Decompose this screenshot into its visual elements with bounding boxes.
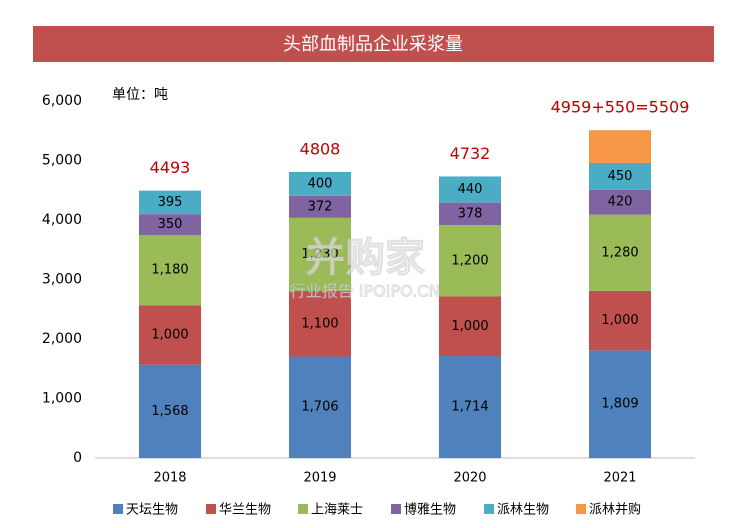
data-label: 1,809 xyxy=(601,397,638,412)
data-label: 1,000 xyxy=(151,327,188,342)
chart-title: 头部血制品企业采浆量 xyxy=(283,34,463,55)
bar-segment xyxy=(139,190,201,215)
data-label: 420 xyxy=(608,195,633,210)
data-label: 1,180 xyxy=(151,263,188,278)
x-tick-label: 2021 xyxy=(603,471,636,486)
data-label: 1,714 xyxy=(451,400,488,415)
legend-label: 华兰生物 xyxy=(219,503,271,518)
bar-segment xyxy=(139,364,201,458)
watermark-tagline: 行业报告 IPOIPO.CN xyxy=(290,282,441,301)
legend-label: 博雅生物 xyxy=(404,503,456,518)
legend-marker xyxy=(576,504,586,514)
bar-segment xyxy=(139,214,201,235)
total-label: 4732 xyxy=(450,144,491,163)
total-label: 4808 xyxy=(300,139,341,158)
bar-segment xyxy=(589,214,651,291)
y-tick-label: 6,000 xyxy=(42,93,82,109)
legend-label: 天坛生物 xyxy=(126,503,178,518)
bar-segment xyxy=(589,290,651,351)
data-label: 1,000 xyxy=(601,313,638,328)
x-tick-label: 2020 xyxy=(453,471,486,486)
bar-segment xyxy=(139,305,201,365)
bar-segment xyxy=(589,350,651,458)
data-label: 1,280 xyxy=(601,245,638,260)
legend-marker xyxy=(206,504,216,514)
bar-segment xyxy=(589,162,651,190)
x-tick-label: 2018 xyxy=(153,471,186,486)
bar-segment xyxy=(289,195,351,218)
bar-segment xyxy=(439,296,501,357)
data-label: 1,200 xyxy=(451,253,488,268)
y-tick-label: 5,000 xyxy=(42,153,82,169)
data-label: 440 xyxy=(458,182,483,197)
bar-segment xyxy=(139,234,201,306)
data-label: 1,000 xyxy=(451,319,488,334)
bar-segment xyxy=(589,130,651,163)
bar-segment xyxy=(589,189,651,215)
data-label: 1,100 xyxy=(301,316,338,331)
legend-marker xyxy=(298,504,308,514)
unit-label: 单位：吨 xyxy=(112,87,168,103)
data-label: 378 xyxy=(458,206,483,221)
data-label: 350 xyxy=(158,217,183,232)
legend-label: 派林并购 xyxy=(589,502,641,518)
total-label: 4493 xyxy=(150,158,191,177)
y-tick-label: 3,000 xyxy=(42,272,82,288)
legend-label: 上海莱士 xyxy=(311,503,363,518)
data-label: 1,568 xyxy=(151,404,188,419)
bar-segment xyxy=(439,176,501,203)
total-label: 4959+550=5509 xyxy=(551,98,690,117)
legend-marker xyxy=(391,504,401,514)
data-label: 450 xyxy=(608,169,633,184)
bar-segment xyxy=(289,171,351,196)
legend-marker xyxy=(113,504,123,514)
data-label: 372 xyxy=(308,199,333,214)
y-tick-label: 4,000 xyxy=(42,212,82,228)
watermark-brand: 并购家 xyxy=(305,235,425,281)
bar-segment xyxy=(439,356,501,458)
data-label: 400 xyxy=(308,176,333,191)
legend-label: 派林生物 xyxy=(497,503,549,518)
legend-marker xyxy=(484,504,494,514)
bar-segment xyxy=(289,217,351,292)
bar-segment xyxy=(289,356,351,458)
data-label: 1,706 xyxy=(301,400,338,415)
bar-segment xyxy=(439,225,501,297)
title-banner xyxy=(33,26,714,62)
bar-segment xyxy=(289,291,351,357)
y-tick-label: 1,000 xyxy=(42,391,82,407)
bar-segment xyxy=(439,202,501,226)
data-label: 1,230 xyxy=(301,247,338,262)
x-tick-label: 2019 xyxy=(303,471,336,486)
y-tick-label: 2,000 xyxy=(42,331,82,347)
y-tick-label: 0 xyxy=(73,450,82,466)
data-label: 395 xyxy=(158,195,183,210)
